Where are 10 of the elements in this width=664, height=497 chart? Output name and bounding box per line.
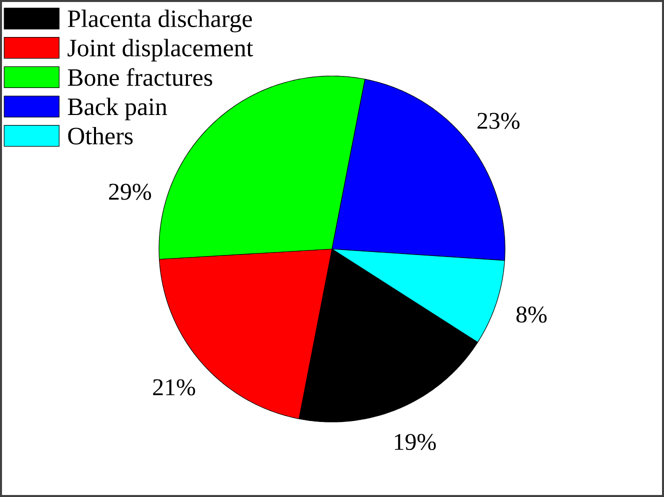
data-label: 21% [153,379,196,396]
data-label: 23% [478,112,520,129]
legend-label: Back pain [68,98,168,120]
data-label: 8% [516,306,547,323]
data-label: 19% [394,434,436,450]
legend-label: Others [68,126,133,144]
legend-label: Placenta discharge [68,10,252,32]
data-label: 29% [109,184,152,200]
legend-label: Joint displacement [68,38,254,62]
legend-label: Bone fractures [68,68,212,86]
